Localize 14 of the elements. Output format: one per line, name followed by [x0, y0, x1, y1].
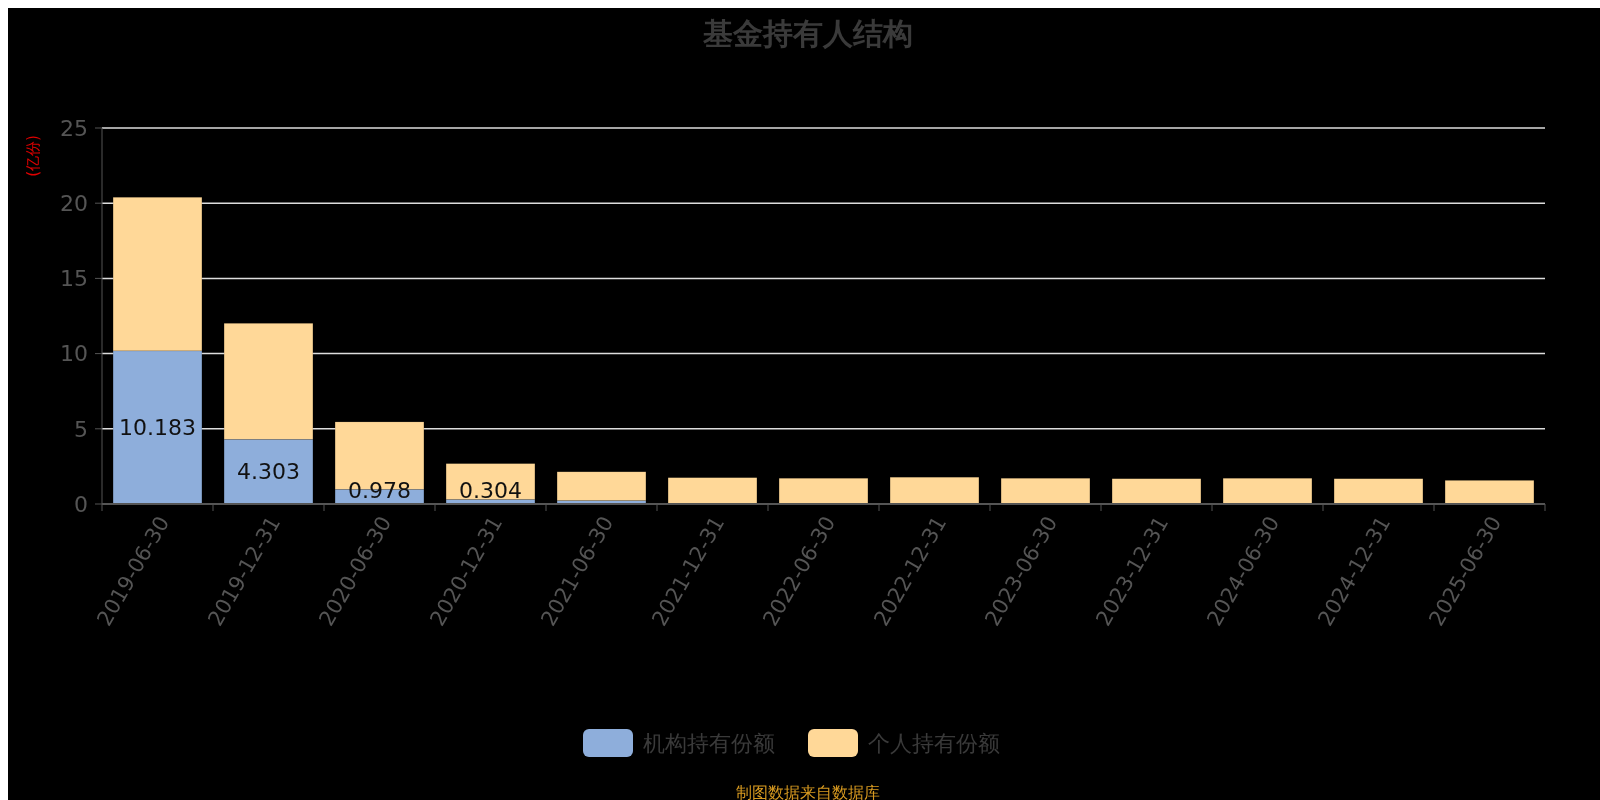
- y-tick-label: 0: [74, 491, 88, 517]
- legend-label: 机构持有份额: [643, 730, 775, 756]
- data-label: 4.303: [237, 459, 300, 485]
- chart-title: 基金持有人结构: [702, 16, 913, 51]
- text: 制图数据来自数据库: [736, 783, 880, 800]
- legend-label: 个人持有份额: [868, 730, 1000, 756]
- data-label: 10.183: [119, 415, 196, 441]
- data-label: 0.304: [459, 477, 522, 503]
- y-axis-title: (亿份): [24, 135, 42, 177]
- y-tick-label: 10: [60, 341, 88, 367]
- y-tick-label: 25: [60, 115, 88, 141]
- y-tick-label: 15: [60, 266, 88, 292]
- y-tick-label: 5: [74, 416, 88, 442]
- y-tick-label: 20: [60, 190, 88, 216]
